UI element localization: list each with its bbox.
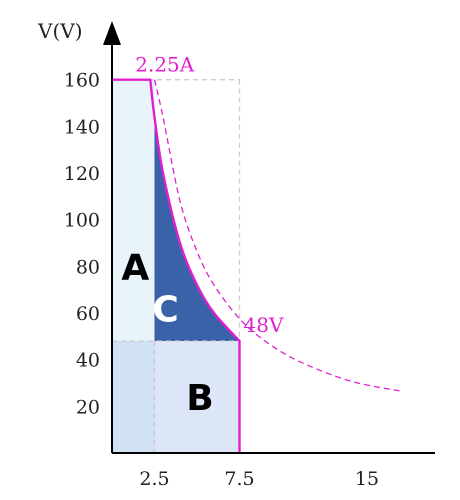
annotation-current: 2.25A [135,53,195,77]
y-tick-label-60: 60 [76,303,100,325]
region-b [154,341,240,453]
y-tick-label-80: 80 [76,256,100,278]
region-b-label: B [186,378,213,419]
y-tick-label-140: 140 [64,116,100,138]
dashed-power-curve [153,79,402,392]
region-c [154,117,240,341]
curves-layer [112,78,402,453]
boundary-line [112,78,241,453]
y-tick-label-20: 20 [76,396,100,418]
x-tick-label-15: 15 [355,468,379,490]
region-corner [112,341,155,453]
y-tick-label-120: 120 [64,163,100,185]
y-tick-label-100: 100 [64,210,100,232]
axes: 20 40 60 80 100 120 140 160 2.5 7.5 15 V(V) [37,19,435,490]
x-tick-label-7.5: 7.5 [224,468,254,490]
regions-layer [112,79,240,453]
region-a-label: A [121,247,149,288]
x-tick-label-2.5: 2.5 [139,468,169,490]
labels-layer: A B C 2.25A 48V [121,53,284,419]
region-c-label: C [152,289,178,330]
region-a [112,79,155,342]
y-axis-arrow-icon [103,21,121,45]
y-axis-label: V(V) [37,19,83,43]
annotation-voltage: 48V [244,313,284,337]
y-tick-label-40: 40 [76,350,100,372]
y-tick-label-160: 160 [64,70,100,92]
